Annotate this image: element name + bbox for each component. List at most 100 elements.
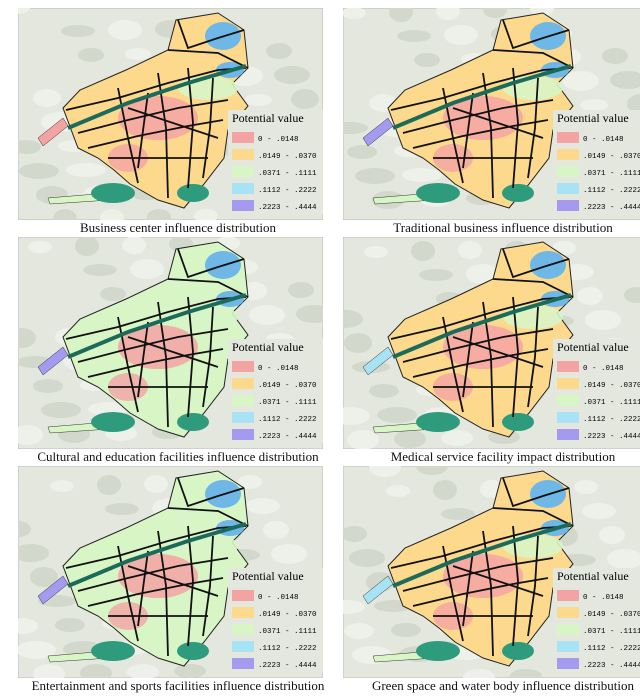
map: Potential value0 - .0148.0149 - .0370.03… (18, 237, 323, 449)
legend-swatch (557, 624, 579, 635)
terrain-patch (344, 333, 372, 353)
legend-swatch (232, 412, 254, 423)
terrain-patch (100, 287, 126, 301)
legend-title: Potential value (232, 340, 304, 354)
legend-label: 0 - .0148 (258, 365, 299, 373)
legend-label: .0149 - .0370 (258, 382, 317, 390)
terrain-patch (364, 246, 388, 258)
legend-label: .1112 - .2222 (583, 416, 640, 424)
terrain-patch (411, 241, 435, 261)
terrain-patch (55, 618, 85, 632)
terrain-patch (249, 305, 285, 325)
legend-label: .0371 - .1111 (258, 170, 317, 178)
terrain-patch (271, 544, 307, 564)
green-space (416, 412, 460, 432)
green-space (502, 642, 534, 660)
terrain-patch (61, 25, 95, 37)
legend-swatch (232, 149, 254, 160)
terrain-patch (577, 287, 603, 305)
terrain-patch (419, 269, 453, 281)
legend-swatch (557, 641, 579, 652)
terrain-patch (263, 521, 289, 539)
terrain-patch (347, 145, 377, 159)
terrain-patch (582, 503, 616, 519)
terrain-patch (574, 480, 598, 494)
legend-swatch (557, 166, 579, 177)
legend-swatch (232, 590, 254, 601)
legend-label: .1112 - .2222 (258, 187, 317, 195)
green-space (91, 412, 135, 432)
caption: Cultural and education facilities influe… (18, 449, 338, 465)
zone (178, 76, 238, 100)
legend-box (228, 339, 323, 443)
terrain-patch (414, 53, 440, 67)
zone (503, 534, 563, 558)
terrain-patch (585, 310, 621, 330)
legend-swatch (557, 658, 579, 669)
map-panel: Potential value0 - .0148.0149 - .0370.03… (343, 466, 640, 698)
legend-swatch (232, 658, 254, 669)
caption: Traditional business influence distribut… (343, 220, 640, 236)
terrain-patch (108, 20, 142, 40)
terrain-patch (66, 163, 106, 177)
legend-label: .0149 - .0370 (583, 611, 640, 619)
legend-swatch (557, 200, 579, 211)
legend-label: 0 - .0148 (583, 594, 624, 602)
legend-label: .0149 - .0370 (258, 611, 317, 619)
legend-label: .2223 - .4444 (258, 204, 317, 212)
terrain-patch (369, 384, 399, 398)
legend-label: .2223 - .4444 (583, 433, 640, 441)
terrain-patch (28, 241, 52, 253)
green-space (416, 183, 460, 203)
legend-label: .2223 - .4444 (583, 662, 640, 670)
legend-swatch (557, 395, 579, 406)
legend-box (228, 568, 323, 672)
terrain-patch (244, 94, 272, 106)
legend-label: .0149 - .0370 (258, 153, 317, 161)
terrain-patch (402, 168, 442, 182)
terrain-patch (349, 549, 385, 567)
terrain-patch (33, 89, 61, 107)
terrain-patch (580, 99, 608, 111)
terrain-patch (344, 623, 374, 639)
legend-swatch (232, 378, 254, 389)
terrain-patch (19, 163, 59, 179)
terrain-patch (266, 43, 292, 59)
legend-label: 0 - .0148 (583, 365, 624, 373)
terrain-patch (174, 664, 206, 678)
green-space (502, 413, 534, 431)
terrain-patch (83, 264, 117, 276)
terrain-patch (291, 89, 319, 109)
green-space (177, 642, 209, 660)
map-panel: Potential value0 - .0148.0149 - .0370.03… (343, 8, 640, 240)
legend-label: .0371 - .1111 (258, 628, 317, 636)
legend-swatch (232, 132, 254, 143)
terrain-patch (50, 480, 74, 492)
terrain-patch (41, 402, 81, 418)
terrain-patch (599, 526, 625, 544)
terrain-patch (441, 508, 475, 520)
map: Potential value0 - .0148.0149 - .0370.03… (343, 466, 640, 678)
legend-title: Potential value (557, 569, 629, 583)
legend-label: .2223 - .4444 (583, 204, 640, 212)
legend-label: .0149 - .0370 (583, 382, 640, 390)
legend-label: .1112 - .2222 (583, 645, 640, 653)
legend-swatch (232, 183, 254, 194)
terrain-patch (130, 259, 164, 279)
legend-title: Potential value (232, 569, 304, 583)
legend-swatch (557, 429, 579, 440)
legend-label: .1112 - .2222 (258, 645, 317, 653)
legend-label: .2223 - .4444 (258, 662, 317, 670)
legend-label: .2223 - .4444 (258, 433, 317, 441)
legend-label: 0 - .0148 (258, 136, 299, 144)
legend-swatch (557, 378, 579, 389)
green-space (91, 183, 135, 203)
terrain-patch (441, 430, 473, 446)
terrain-patch (33, 379, 63, 393)
legend-title: Potential value (232, 111, 304, 125)
legend-swatch (557, 607, 579, 618)
terrain-patch (458, 241, 482, 259)
legend-swatch (232, 607, 254, 618)
